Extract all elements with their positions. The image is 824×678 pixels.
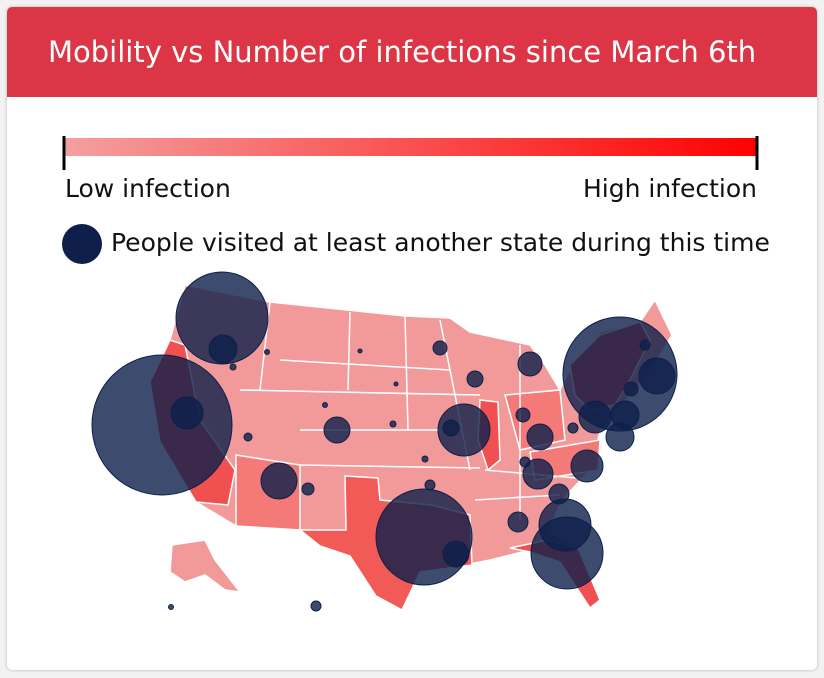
circle-label: People visited at least another state du… bbox=[111, 228, 770, 257]
high-label: High infection bbox=[583, 174, 757, 203]
low-label: Low infection bbox=[65, 174, 231, 203]
card: Mobility vs Number of infections since M… bbox=[7, 7, 817, 670]
card-title: Mobility vs Number of infections since M… bbox=[7, 7, 817, 97]
color-scale bbox=[63, 138, 758, 156]
mobility-bubbles bbox=[91, 271, 678, 612]
map-panel: Low infection High infection People visi… bbox=[62, 136, 770, 612]
legend-circle bbox=[62, 224, 102, 264]
